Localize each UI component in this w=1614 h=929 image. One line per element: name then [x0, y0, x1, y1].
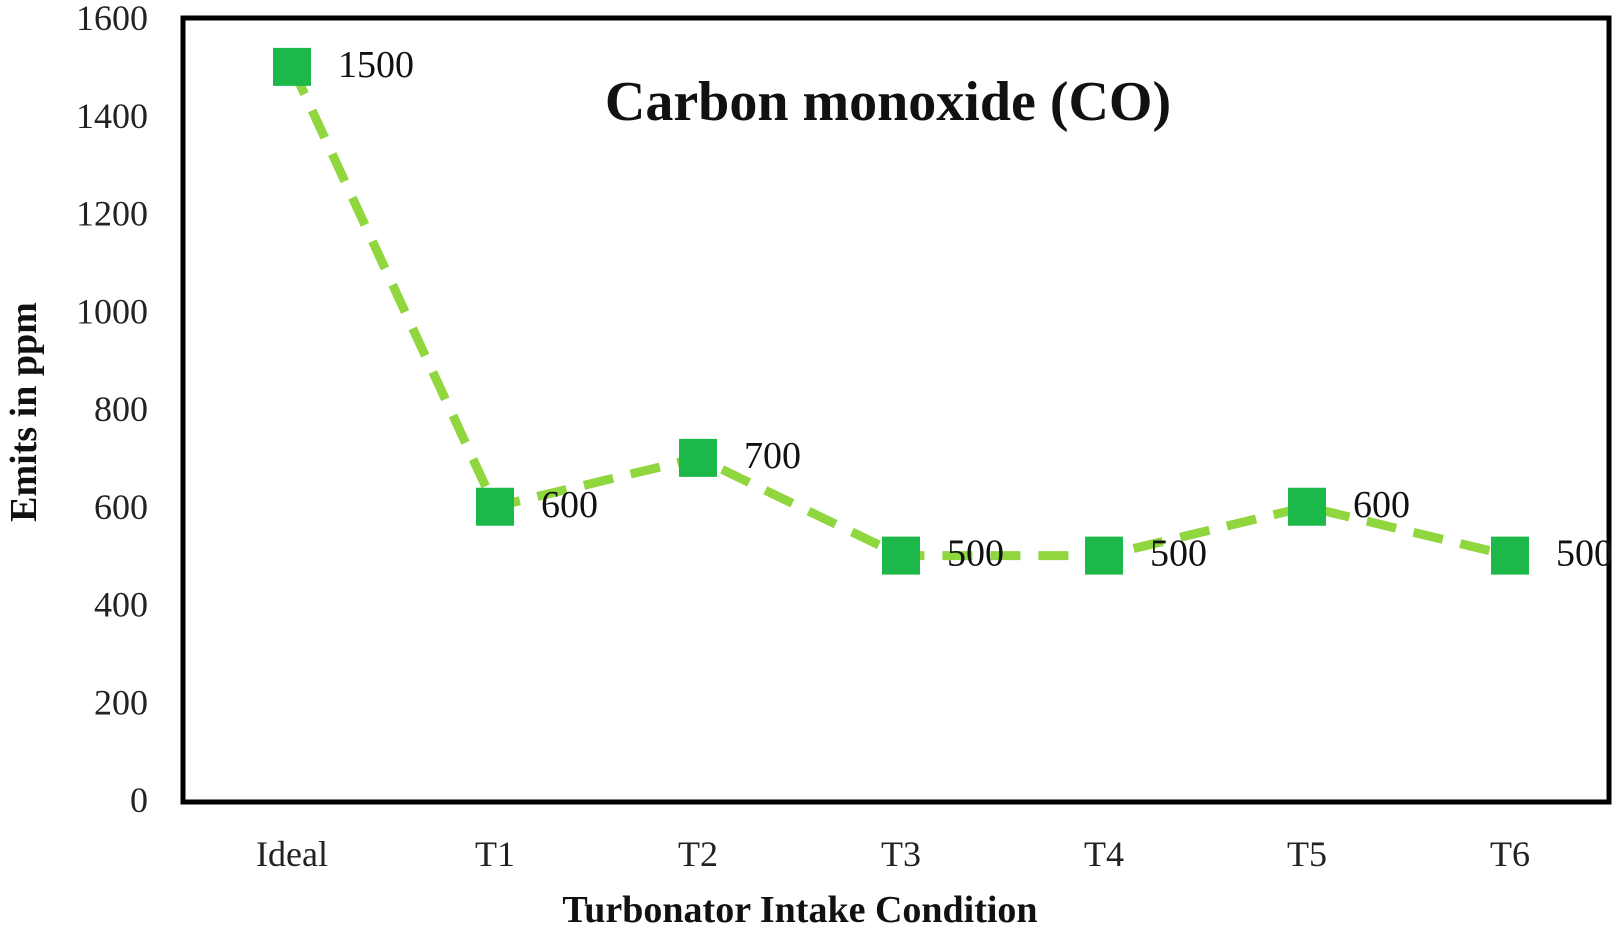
data-point-marker [1491, 536, 1529, 575]
x-tick-label: T2 [678, 834, 718, 874]
data-point-marker [882, 536, 920, 575]
y-axis-ticks: 0 200 400 600 800 1000 1200 1400 1600 [76, 0, 148, 820]
y-tick-label: 1200 [76, 194, 148, 234]
data-label: 600 [541, 484, 598, 526]
chart-title: Carbon monoxide (CO) [605, 71, 1171, 133]
data-label: 600 [1353, 484, 1410, 526]
series-line [287, 64, 1512, 561]
x-tick-label: Ideal [256, 834, 328, 874]
y-axis-title: Emits in ppm [3, 302, 45, 522]
plot-area-frame [180, 15, 1612, 805]
x-axis-ticks: Ideal T1 T2 T3 T4 T5 T6 [256, 834, 1530, 874]
series-markers [273, 47, 1529, 575]
x-tick-label: T3 [881, 834, 921, 874]
y-tick-label: 600 [94, 487, 148, 527]
y-tick-label: 400 [94, 585, 148, 625]
data-point-marker [1288, 487, 1326, 526]
y-tick-label: 1400 [76, 96, 148, 136]
data-label: 500 [1150, 533, 1207, 575]
x-tick-label: T5 [1287, 834, 1327, 874]
x-tick-label: T6 [1490, 834, 1530, 874]
y-tick-label: 1600 [76, 0, 148, 38]
x-tick-label: T4 [1084, 834, 1124, 874]
data-labels: 1500 600 700 500 500 600 500 [338, 44, 1613, 575]
data-label: 700 [744, 435, 801, 477]
x-axis-title: Turbonator Intake Condition [562, 889, 1037, 929]
data-point-marker [476, 487, 514, 526]
y-tick-label: 200 [94, 682, 148, 722]
data-point-marker [273, 47, 311, 86]
y-tick-label: 800 [94, 389, 148, 429]
data-label: 500 [947, 533, 1004, 575]
data-point-marker [1085, 536, 1123, 575]
y-tick-label: 1000 [76, 291, 148, 331]
data-label: 1500 [338, 44, 414, 86]
data-point-marker [679, 438, 717, 477]
data-label: 500 [1556, 533, 1613, 575]
x-tick-label: T1 [475, 834, 515, 874]
y-tick-label: 0 [130, 780, 148, 820]
